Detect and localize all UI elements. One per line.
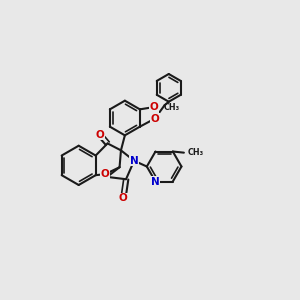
Text: N: N [151, 176, 160, 187]
Text: O: O [150, 102, 159, 112]
Text: O: O [151, 114, 159, 124]
Text: O: O [101, 169, 110, 179]
Text: N: N [130, 156, 139, 166]
Text: CH₃: CH₃ [188, 148, 203, 157]
Text: O: O [119, 193, 128, 203]
Text: CH₃: CH₃ [164, 103, 180, 112]
Text: O: O [96, 130, 104, 140]
